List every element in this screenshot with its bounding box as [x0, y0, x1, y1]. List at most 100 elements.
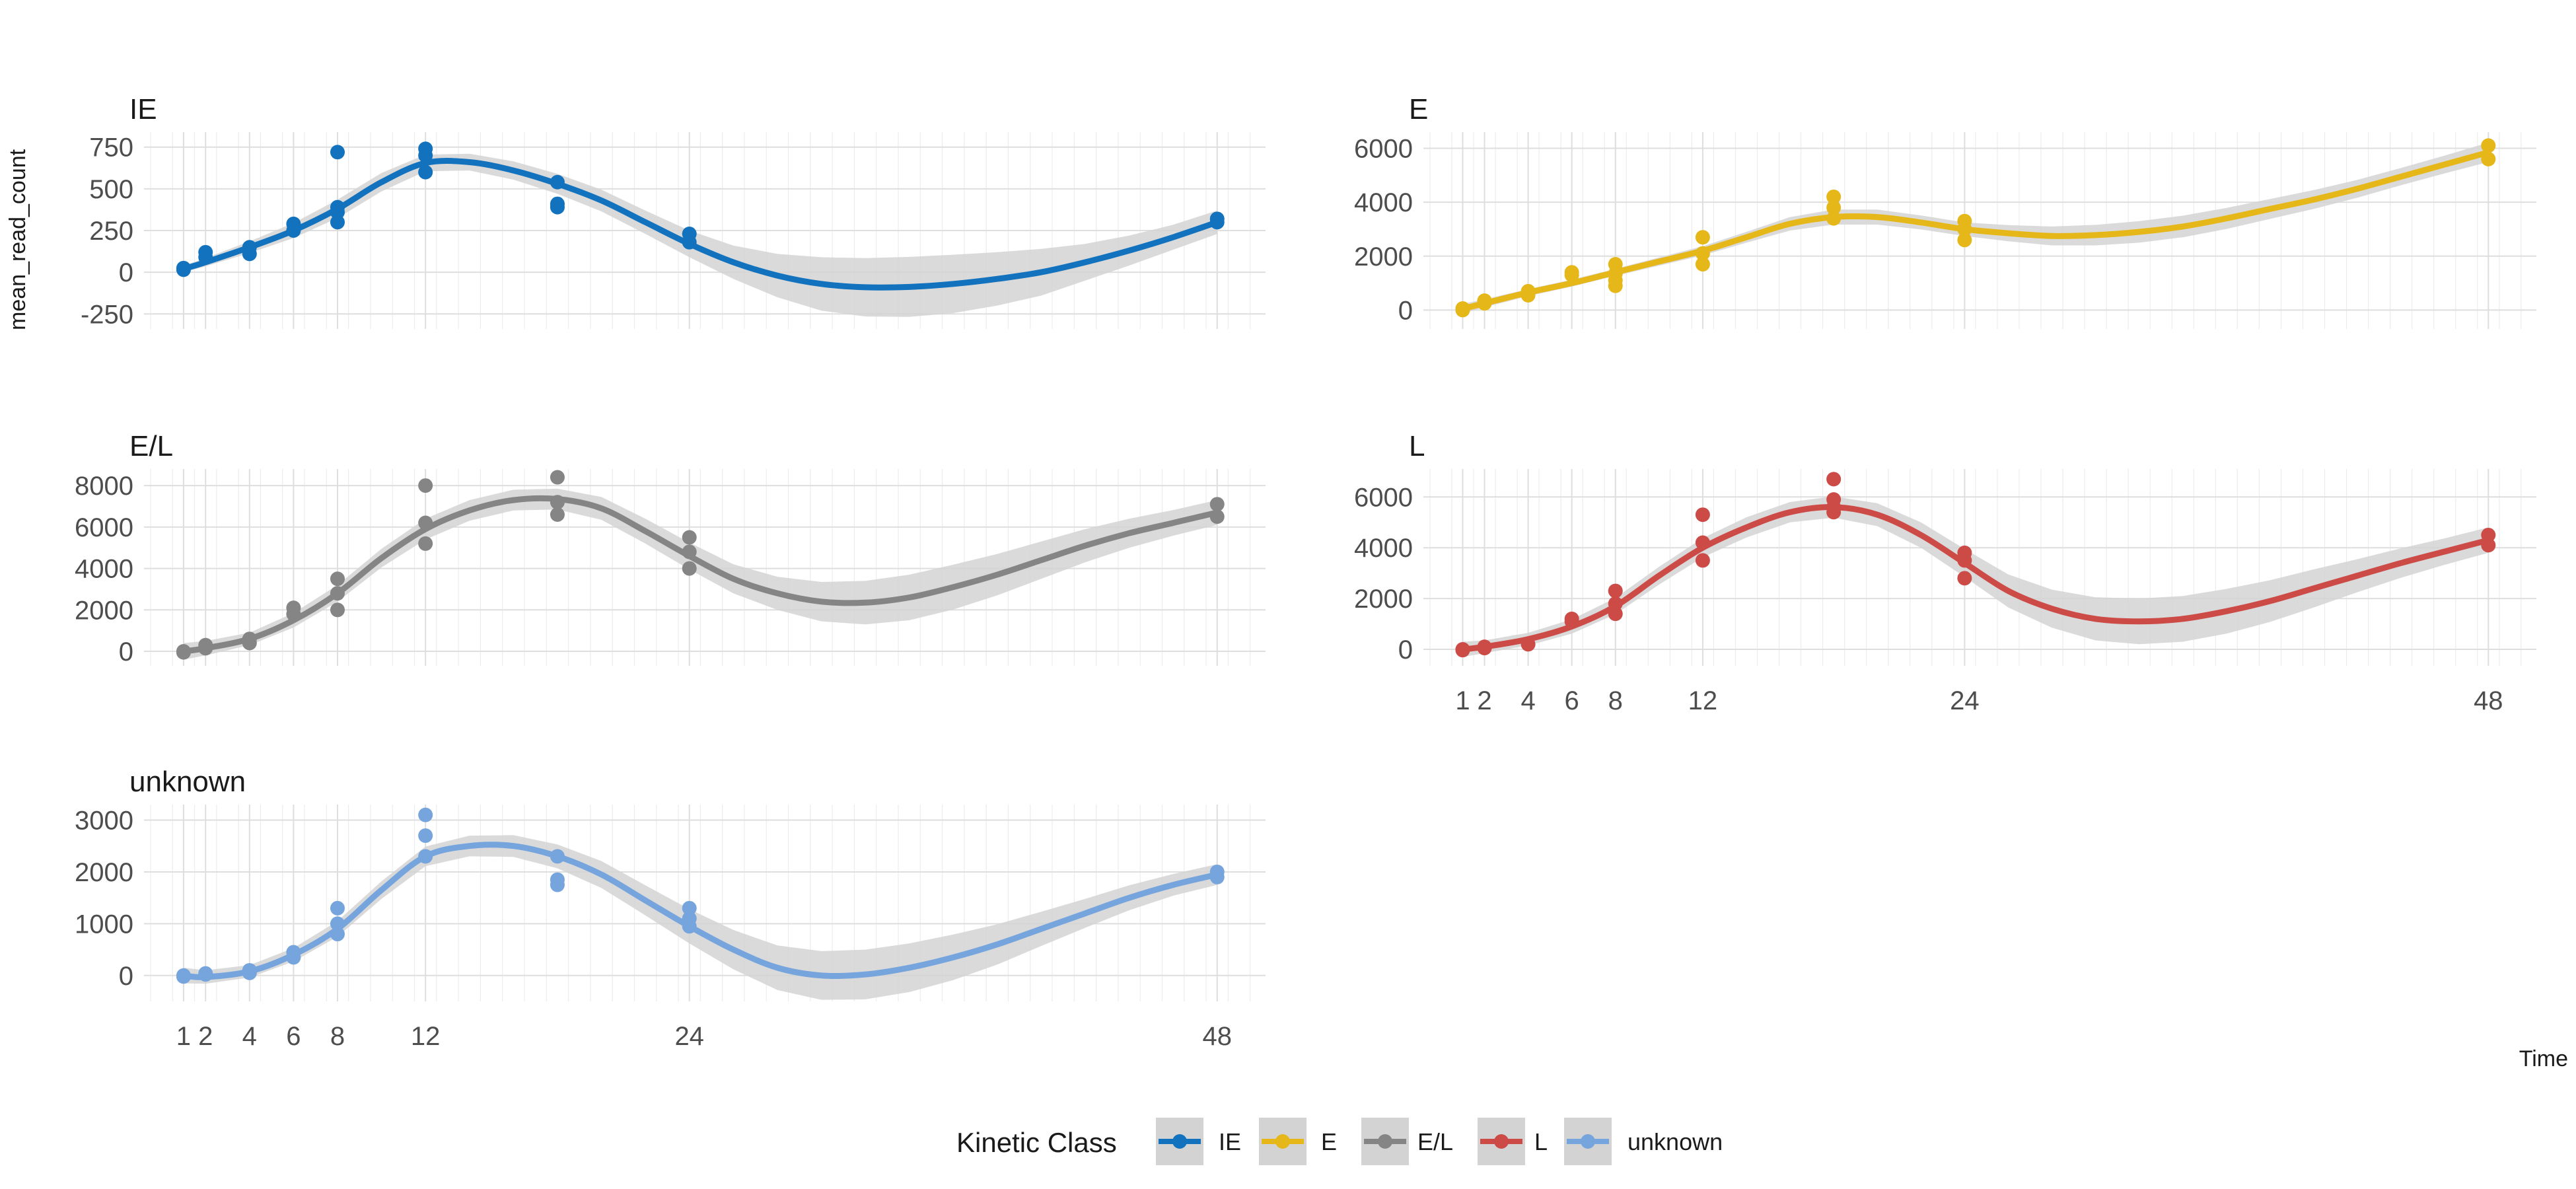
legend-label: IE — [1219, 1128, 1241, 1155]
data-point — [1209, 497, 1225, 512]
facet-title: E/L — [129, 430, 173, 462]
smooth-line — [180, 158, 1221, 291]
smooth-line — [1460, 149, 2491, 312]
x-tick-label: 8 — [330, 1022, 345, 1051]
data-point — [1608, 583, 1623, 598]
x-tick-label: 12 — [1688, 686, 1718, 715]
facet-panel-1: IE -250 0 250 500 750 — [81, 93, 1266, 329]
legend-entry: unknown — [1564, 1118, 1723, 1165]
data-point — [418, 807, 433, 822]
y-tick-label: 6000 — [1354, 483, 1413, 512]
x-tick-label: 24 — [1950, 686, 1980, 715]
facet-title: IE — [129, 93, 157, 126]
legend-entry: E/L — [1361, 1118, 1453, 1165]
legend-label: unknown — [1628, 1128, 1723, 1155]
data-point — [1826, 492, 1842, 507]
y-tick-label: 2000 — [75, 858, 133, 887]
data-point — [550, 470, 565, 485]
data-point — [1695, 553, 1710, 568]
data-point — [1957, 213, 1972, 229]
legend-key-point — [1172, 1134, 1187, 1149]
x-tick-label: 1 — [176, 1022, 191, 1051]
facet-title: unknown — [129, 766, 246, 798]
smooth-line — [180, 495, 1221, 655]
y-tick-label: 2000 — [1354, 242, 1413, 271]
y-tick-label: 0 — [1398, 635, 1413, 665]
y-axis-title: mean_read_count — [5, 149, 30, 330]
facet-panel-2: E 0 2000 4000 6000 — [1354, 93, 2536, 329]
legend-title: Kinetic Class — [956, 1127, 1117, 1158]
y-tick-label: 8000 — [75, 472, 133, 501]
x-tick-label: 24 — [674, 1022, 704, 1051]
data-point — [550, 507, 565, 522]
smooth-line — [1460, 504, 2491, 653]
data-point — [1826, 200, 1842, 215]
legend-label: E/L — [1417, 1128, 1453, 1155]
data-point — [330, 215, 345, 230]
x-tick-label: 6 — [286, 1022, 301, 1051]
y-tick-label: 500 — [89, 175, 133, 204]
y-tick-label: -250 — [81, 300, 133, 329]
data-point — [418, 164, 433, 180]
data-point — [286, 600, 301, 616]
legend-key-point — [1581, 1134, 1595, 1149]
data-point — [330, 900, 345, 916]
legend-label: L — [1534, 1128, 1548, 1155]
data-point — [330, 602, 345, 618]
data-point — [1957, 233, 1972, 248]
data-point — [2481, 138, 2496, 153]
y-tick-label: 2000 — [1354, 585, 1413, 614]
facet-title: L — [1409, 430, 1425, 462]
data-point — [550, 872, 565, 887]
data-point — [418, 536, 433, 551]
data-point — [550, 196, 565, 211]
legend-entry: IE — [1156, 1118, 1241, 1165]
x-tick-label: 48 — [1203, 1022, 1233, 1051]
data-point — [198, 244, 213, 260]
data-point — [1695, 507, 1710, 522]
y-tick-label: 2000 — [75, 596, 133, 625]
x-tick-label: 6 — [1565, 686, 1579, 715]
data-point — [418, 828, 433, 844]
x-tick-label: 8 — [1608, 686, 1623, 715]
legend-label: E — [1321, 1128, 1337, 1155]
data-point — [1695, 257, 1710, 272]
y-tick-label: 6000 — [75, 513, 133, 542]
x-tick-label: 48 — [2474, 686, 2503, 715]
x-axis-title: Time — [2519, 1046, 2568, 1071]
y-tick-label: 4000 — [1354, 534, 1413, 563]
legend-entry: E — [1259, 1118, 1337, 1165]
data-point — [418, 478, 433, 493]
y-tick-label: 250 — [89, 217, 133, 246]
confidence-ribbon — [183, 153, 1217, 317]
facet-panel-3: E/L 0 2000 4000 6000 8000 — [75, 430, 1266, 667]
data-point — [1826, 472, 1842, 487]
data-point — [1957, 545, 1972, 560]
x-tick-label: 2 — [198, 1022, 213, 1051]
y-tick-label: 4000 — [1354, 188, 1413, 217]
data-point — [330, 571, 345, 587]
y-tick-label: 750 — [89, 133, 133, 162]
data-point — [682, 227, 697, 242]
legend-key-point — [1275, 1134, 1290, 1149]
data-point — [418, 141, 433, 157]
x-tick-label: 4 — [1521, 686, 1535, 715]
x-tick-label: 4 — [242, 1022, 257, 1051]
data-point — [330, 145, 345, 160]
smooth-line — [180, 842, 1221, 980]
data-point — [1695, 230, 1710, 245]
data-point — [1826, 189, 1842, 204]
confidence-ribbon — [183, 488, 1217, 660]
x-tick-label: 12 — [411, 1022, 441, 1051]
data-point — [682, 900, 697, 916]
legend-key-point — [1378, 1134, 1392, 1149]
data-point — [1564, 265, 1579, 280]
y-tick-label: 0 — [119, 637, 133, 667]
y-tick-label: 0 — [119, 962, 133, 991]
legend-key-point — [1494, 1134, 1509, 1149]
data-point — [682, 561, 697, 576]
y-tick-label: 4000 — [75, 555, 133, 584]
